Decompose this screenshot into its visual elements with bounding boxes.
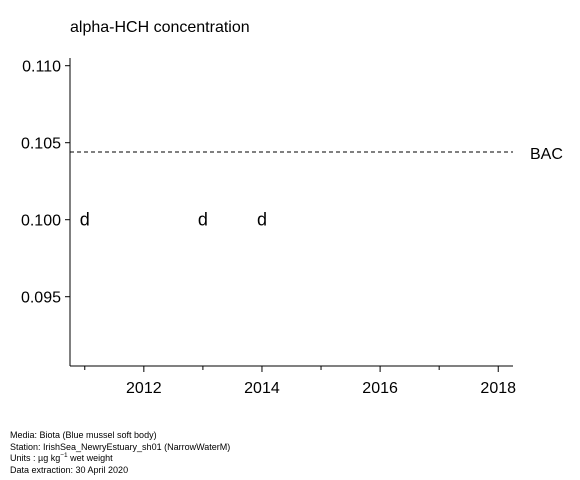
footer-media: Media: Biota (Blue mussel soft body) <box>10 430 157 440</box>
x-tick-label: 2018 <box>480 380 516 397</box>
footer-extraction: Data extraction: 30 April 2020 <box>10 464 129 475</box>
x-tick-label: 2014 <box>244 380 280 397</box>
axes <box>69 58 513 367</box>
x-tick-label: 2012 <box>126 380 162 397</box>
footer-units: Units : µg kg−1 wet weight <box>10 452 230 465</box>
chart-title: alpha-HCH concentration <box>70 19 250 36</box>
chart-footer: Media: Biota (Blue mussel soft body) Sta… <box>10 430 230 476</box>
y-tick-label: 0.100 <box>21 213 61 230</box>
data-point-marker: d <box>198 210 208 230</box>
footer-units-exponent: −1 <box>60 452 68 459</box>
y-tick-label: 0.105 <box>21 136 61 153</box>
footer-station: Station: IrishSea_NewryEstuary_sh01 (Nar… <box>10 441 231 452</box>
footer-units-suffix: wet weight <box>67 453 113 463</box>
y-tick-label: 0.110 <box>22 59 61 76</box>
bac-reference-line: BAC <box>70 146 563 163</box>
data-point-marker: d <box>257 210 267 230</box>
data-point-marker: d <box>80 210 90 230</box>
footer-units-prefix: Units : µg kg <box>10 453 61 463</box>
y-axis-ticks: 0.095 0.100 0.105 0.110 <box>21 59 70 307</box>
y-tick-label: 0.095 <box>21 290 61 307</box>
x-axis-ticks: 2012 2014 2016 2018 <box>84 366 516 397</box>
x-tick-label: 2016 <box>362 380 398 397</box>
bac-label: BAC <box>530 146 563 163</box>
